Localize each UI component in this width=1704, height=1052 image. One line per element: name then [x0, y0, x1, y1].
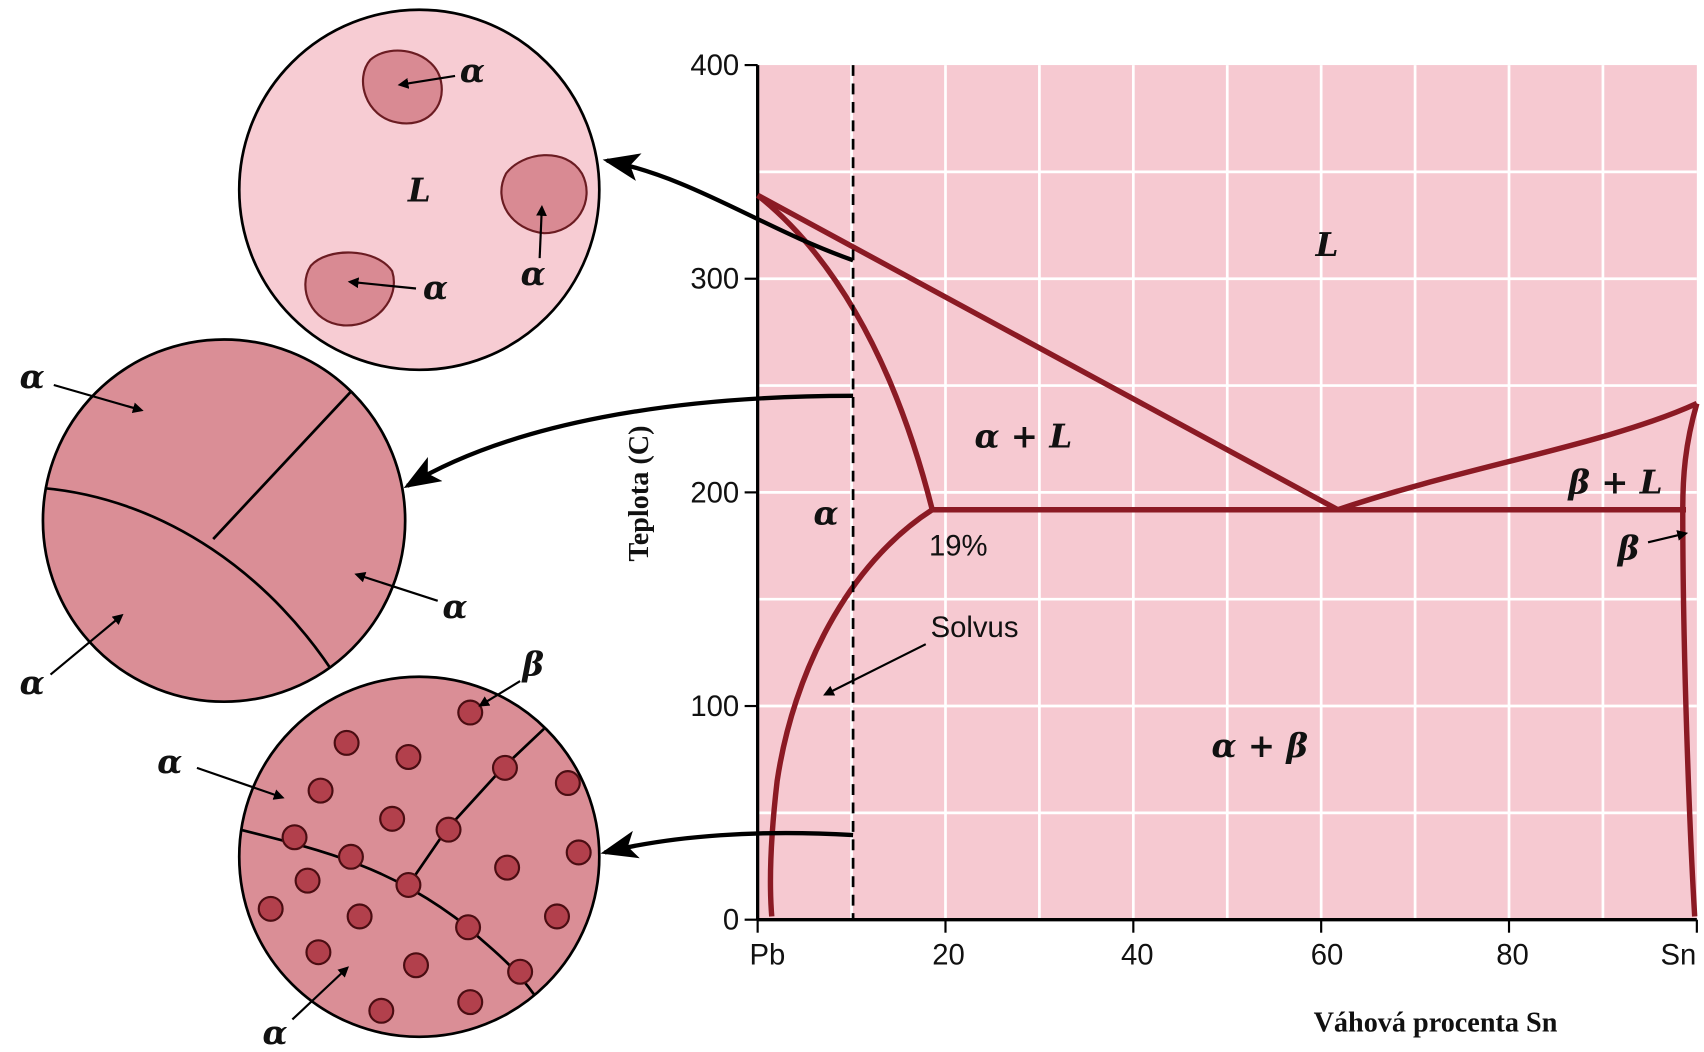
grid	[757, 65, 1697, 920]
region-label: α	[813, 494, 838, 533]
grain-boundary	[407, 727, 545, 886]
region-label: L	[1315, 225, 1339, 264]
label-pointer	[478, 680, 521, 707]
grain-boundaries	[42, 389, 354, 684]
label-pointer	[49, 613, 124, 676]
beta-particle	[307, 777, 334, 804]
micro-label: α	[20, 663, 45, 702]
region-label: β	[1616, 528, 1640, 567]
beta-particle	[543, 903, 571, 930]
micro-label: α	[423, 268, 448, 307]
micrograph-2	[41, 338, 407, 704]
micro-label: α	[157, 742, 182, 781]
beta-particle	[257, 895, 284, 922]
x-tick-label: Sn	[1661, 938, 1697, 971]
beta-particle	[368, 997, 395, 1024]
label-pointer	[53, 383, 144, 414]
beta-particle	[494, 854, 521, 881]
beta-particle	[565, 839, 592, 866]
region-label: β + L	[1566, 462, 1662, 501]
micrograph-3	[237, 675, 601, 1039]
ticks: 400 300 200 100 0 Pb 20 40 60 80 Sn	[690, 49, 1698, 971]
y-tick-label: 300	[690, 263, 739, 296]
x-tick-label: 20	[932, 938, 965, 971]
x-axis-title: Váhová procenta Sn	[1314, 1007, 1558, 1038]
arrow-2	[403, 393, 854, 489]
label-pointer	[354, 571, 439, 602]
beta-particle	[457, 989, 484, 1016]
x-tick-label: 60	[1311, 938, 1344, 971]
beta-particle	[346, 903, 373, 930]
label-pointer	[347, 277, 417, 290]
micro-label: α	[443, 587, 468, 626]
annotation: 19%	[929, 529, 988, 562]
micro-label: α	[263, 1013, 288, 1052]
micro-label: α	[521, 254, 546, 293]
label-pointer	[291, 966, 349, 1021]
x-tick-label: Pb	[750, 938, 786, 971]
arrow-1	[602, 153, 854, 263]
micro-label: α	[460, 51, 485, 90]
beta-particle	[395, 743, 422, 771]
y-tick-label: 400	[690, 49, 739, 82]
y-tick-label: 100	[690, 690, 739, 723]
beta-particle	[491, 754, 518, 781]
y-tick-label: 200	[690, 476, 739, 509]
label-pointer	[1647, 530, 1689, 544]
solidus-right	[1680, 402, 1700, 917]
annotation: Solvus	[931, 611, 1019, 644]
micro-label: α	[20, 357, 45, 396]
liquidus-right	[1337, 400, 1698, 513]
beta-particle	[305, 939, 332, 966]
region-label: α + β	[1212, 726, 1309, 765]
beta-particle	[395, 871, 422, 898]
beta-particle	[403, 952, 430, 979]
alpha-grain	[304, 251, 395, 327]
beta-particle	[294, 867, 321, 894]
x-tick-label: 80	[1496, 938, 1529, 971]
beta-particle	[333, 729, 360, 756]
beta-particle	[337, 843, 364, 870]
label-pointer	[397, 74, 456, 89]
label-pointer	[823, 643, 927, 696]
micro-label: L	[407, 171, 431, 210]
label-pointer	[536, 204, 547, 259]
y-tick-label: 0	[723, 904, 739, 937]
grain-boundary	[212, 389, 354, 540]
beta-particle	[457, 699, 484, 726]
beta-particle	[455, 914, 482, 941]
y-axis-title: Teplota (C)	[624, 425, 655, 561]
grain-boundary	[42, 486, 342, 684]
micro-3-features	[239, 699, 592, 1024]
solidus-left	[755, 193, 935, 511]
beta-particle	[379, 805, 406, 832]
region-label: α + L	[974, 417, 1072, 456]
label-pointer	[196, 766, 285, 800]
micro-label: β	[520, 644, 544, 683]
beta-particle	[281, 824, 308, 851]
x-tick-label: 40	[1121, 938, 1154, 971]
beta-particle	[507, 958, 534, 985]
liquidus-left	[756, 192, 1340, 513]
arrow-3	[600, 830, 854, 859]
solvus	[767, 507, 934, 917]
alpha-grain	[500, 154, 588, 235]
beta-particle	[554, 770, 581, 797]
beta-particle	[435, 816, 462, 843]
